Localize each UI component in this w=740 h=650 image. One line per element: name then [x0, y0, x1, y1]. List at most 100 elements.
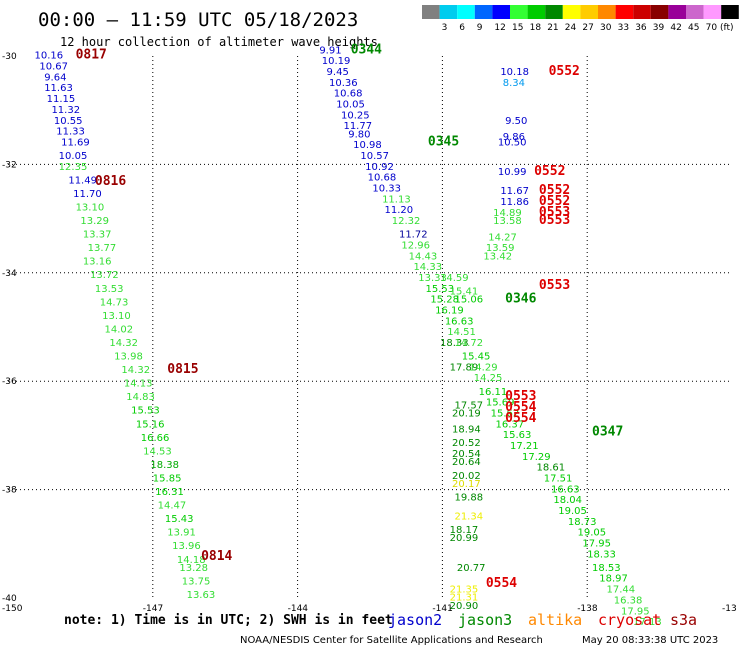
- swh-value: 11.70: [73, 189, 102, 200]
- scale-swatch: [439, 5, 458, 19]
- scale-swatch: [650, 5, 669, 19]
- scale-label: 21: [547, 23, 558, 33]
- scale-swatch: [510, 5, 528, 19]
- swh-value: 11.33: [56, 127, 85, 138]
- swh-value: 14.32: [121, 365, 150, 376]
- credit-text: NOAA/NESDIS Center for Satellite Applica…: [240, 635, 543, 646]
- swh-value: 18.97: [599, 574, 628, 585]
- swh-value: 13.10: [102, 311, 131, 322]
- swh-value: 19.05: [558, 506, 587, 517]
- swh-values-layer: 10.1610.679.6411.6311.1511.3210.5511.331…: [35, 45, 662, 628]
- swh-value: 14.73: [100, 297, 129, 308]
- swh-value: 13.96: [172, 541, 201, 552]
- swh-value: 15.16: [136, 419, 165, 430]
- timestamp-text: May 20 08:33:38 UTC 2023: [582, 635, 718, 646]
- swh-value: 14.47: [158, 501, 187, 512]
- swh-value: 15.62: [491, 408, 520, 419]
- pass-time-label: 0553: [505, 389, 536, 404]
- swh-value: 11.63: [44, 83, 73, 94]
- legend-jason2: jason2: [388, 611, 442, 629]
- swh-value: 10.19: [322, 56, 351, 67]
- swh-value: 15.28: [430, 295, 459, 306]
- pass-time-label: 0552: [549, 64, 580, 79]
- swh-value: 10.68: [368, 173, 397, 184]
- swh-value: 14.72: [454, 338, 483, 349]
- swh-value: 15.41: [450, 286, 479, 297]
- swh-value: 9.45: [327, 67, 349, 78]
- scale-label: 6: [459, 23, 465, 33]
- swh-value: 18.04: [553, 495, 582, 506]
- scale-swatch: [457, 5, 475, 19]
- swh-value: 21.34: [454, 511, 483, 522]
- scale-label: 15: [512, 23, 523, 33]
- swh-value: 14.32: [109, 338, 138, 349]
- swh-value: 20.52: [452, 438, 481, 449]
- swh-value: 13.37: [83, 230, 112, 241]
- scale-label: 45: [688, 23, 699, 33]
- swh-value: 20.17: [452, 479, 481, 490]
- axis-tick-labels: -150 -147 -144 -141 -138 -13 -30 -32 -34 -36 -38 -4…: [2, 52, 737, 614]
- scale-swatch: [492, 5, 510, 19]
- scale-swatch: [615, 5, 634, 19]
- swh-value: 9.50: [505, 116, 527, 127]
- swh-value: 11.32: [51, 105, 80, 116]
- page-title: 00:00 – 11:59 UTC 05/18/2023: [38, 9, 358, 31]
- scale-label: 36: [635, 23, 647, 33]
- scale-swatch: [580, 5, 598, 19]
- swh-value: 17.44: [607, 585, 636, 596]
- lat-tick-label: -40: [2, 594, 17, 604]
- swh-value: 14.33: [413, 262, 442, 273]
- pass-time-label: 0552: [534, 164, 565, 179]
- lon-tick-label: -144: [288, 604, 309, 614]
- swh-value: 10.57: [360, 151, 389, 162]
- swh-value: 16.11: [479, 387, 508, 398]
- swh-value: 13.28: [179, 563, 208, 574]
- swh-value: 16.38: [614, 595, 643, 606]
- scale-swatch: [598, 5, 616, 19]
- lon-tick-label: -147: [143, 604, 163, 614]
- swh-value: 17.29: [522, 452, 551, 463]
- swh-value: 18.38: [150, 460, 179, 471]
- page-subtitle: 12 hour collection of altimeter wave hei…: [60, 35, 378, 49]
- units-note: note: 1) Time is in UTC; 2) SWH is in fe…: [64, 613, 393, 628]
- swh-value: 11.20: [384, 205, 413, 216]
- swh-value: 18.73: [568, 517, 597, 528]
- swh-value: 17.51: [544, 473, 573, 484]
- swh-value: 17.95: [582, 539, 611, 550]
- swh-value: 13.33: [418, 273, 447, 284]
- swh-value: 15.63: [503, 430, 532, 441]
- swh-value: 13.29: [80, 216, 109, 227]
- lon-tick-label: -138: [577, 604, 598, 614]
- swh-value: 16.63: [445, 316, 474, 327]
- pass-time-labels-layer: 0817081608150814034403450346034705520552…: [76, 42, 624, 591]
- swh-value: 12.32: [392, 216, 421, 227]
- swh-value: 17.57: [454, 400, 483, 411]
- lon-tick-label: -150: [2, 604, 23, 614]
- swh-value: 10.16: [35, 51, 64, 62]
- swh-value: 18.94: [452, 425, 481, 436]
- swh-value: 16.66: [141, 433, 170, 444]
- scale-swatch: [474, 5, 493, 19]
- swh-value: 13.75: [182, 576, 211, 587]
- pass-time-label: 0347: [592, 424, 623, 439]
- swh-value: 13.63: [187, 590, 216, 601]
- pass-time-label: 0553: [539, 278, 570, 293]
- swh-value: 19.88: [454, 492, 483, 503]
- color-scale-legend: 3 6 9 12 15 18 21 24 27 30 33 36 39 42 45 70 (ft): [422, 5, 739, 33]
- swh-value: 10.92: [365, 162, 394, 173]
- scale-label: 3: [442, 23, 448, 33]
- swh-value: 11.13: [382, 194, 411, 205]
- swh-value: 10.99: [498, 167, 527, 178]
- swh-value: 9.64: [44, 72, 66, 83]
- pass-time-label: 0552: [539, 183, 570, 198]
- swh-value: 10.05: [336, 99, 365, 110]
- swh-value: 13.59: [486, 243, 515, 254]
- swh-value: 15.85: [153, 473, 182, 484]
- legend-altika: altika: [528, 611, 582, 629]
- swh-value: 20.90: [450, 601, 479, 612]
- swh-value: 8.34: [503, 78, 525, 89]
- scale-swatch: [527, 5, 546, 19]
- pass-time-label: 0553: [539, 213, 570, 228]
- swh-value: 20.54: [452, 449, 481, 460]
- swh-value: 14.51: [447, 327, 476, 338]
